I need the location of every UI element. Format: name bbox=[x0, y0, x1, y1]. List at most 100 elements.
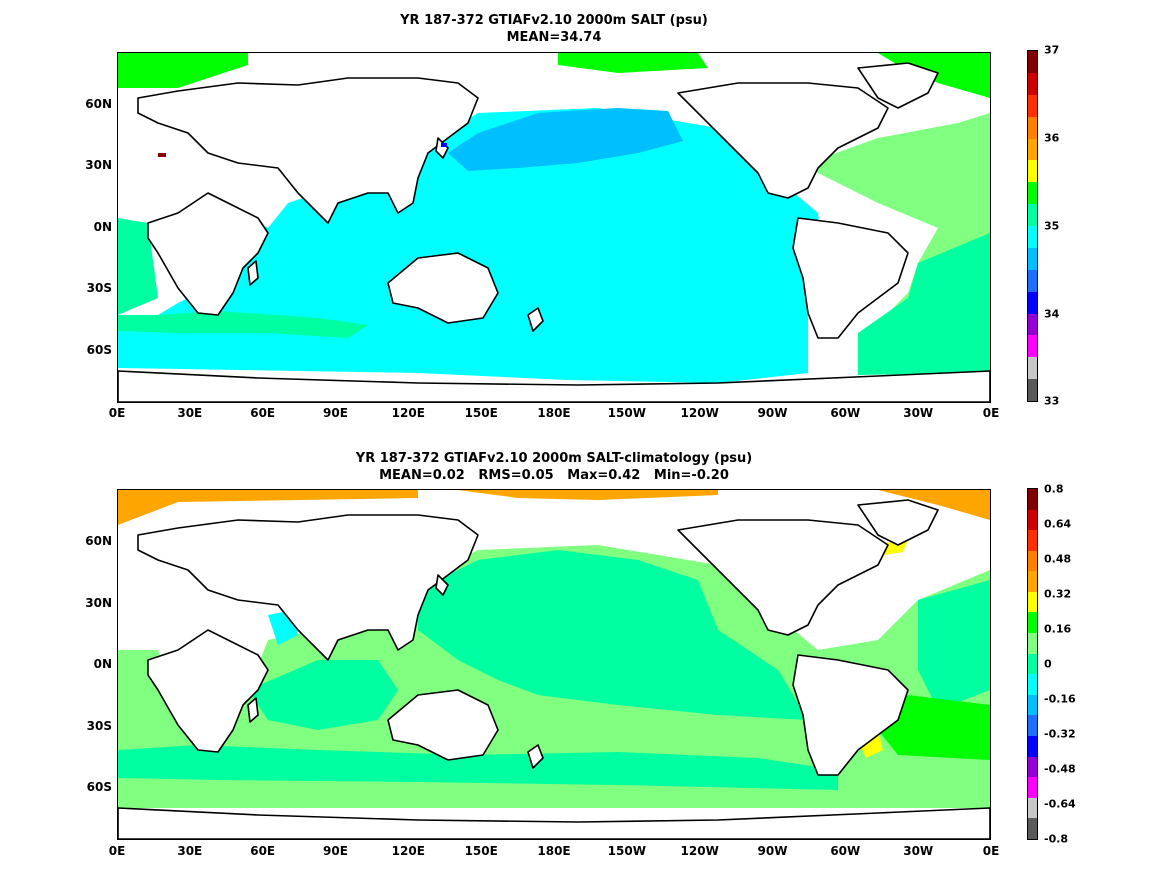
colorbar-segment bbox=[1028, 550, 1037, 572]
south-atlantic-green bbox=[878, 695, 990, 760]
colorbar-label: 0.16 bbox=[1044, 622, 1072, 636]
x-tick: 90E bbox=[323, 844, 348, 858]
y-tick: 0N bbox=[93, 657, 112, 671]
x-tick: 180E bbox=[537, 844, 571, 858]
colorbar-label: -0.16 bbox=[1044, 692, 1076, 706]
colorbar-segment bbox=[1028, 591, 1037, 613]
x-tick: 30W bbox=[903, 844, 934, 858]
japan-sea-low-salinity bbox=[441, 143, 447, 147]
north-america-landmass bbox=[677, 519, 889, 636]
y-tick: 30S bbox=[86, 281, 112, 295]
y-tick: 30N bbox=[85, 158, 112, 172]
x-tick: 150W bbox=[607, 844, 646, 858]
y-tick: 60N bbox=[85, 534, 112, 548]
indo-pacific-ocean bbox=[118, 108, 823, 383]
arctic-strip-right bbox=[558, 53, 708, 73]
new-zealand-island bbox=[527, 307, 544, 332]
mediterranean-high-salinity bbox=[158, 153, 166, 157]
colorbar bbox=[1027, 50, 1038, 402]
colorbar-segment bbox=[1028, 818, 1037, 839]
x-tick: 0E bbox=[108, 844, 126, 858]
colorbar-segment bbox=[1028, 612, 1037, 634]
y-tick: 60S bbox=[86, 343, 112, 357]
colorbar-label: 35 bbox=[1044, 219, 1060, 233]
x-tick: 0E bbox=[108, 406, 126, 420]
colorbar-label: -0.64 bbox=[1044, 797, 1076, 811]
colorbar-segment bbox=[1028, 530, 1037, 551]
y-tick: 30S bbox=[86, 719, 112, 733]
x-tick: 180E bbox=[537, 406, 571, 420]
colorbar-label: 0.64 bbox=[1044, 517, 1072, 531]
x-tick: 120W bbox=[680, 844, 719, 858]
x-tick: 30W bbox=[903, 406, 934, 420]
colorbar-segment bbox=[1028, 226, 1037, 248]
madagascar-island bbox=[247, 697, 259, 723]
x-tick: 90E bbox=[323, 406, 348, 420]
arctic-orange-left bbox=[118, 490, 418, 525]
japan-island bbox=[435, 574, 449, 596]
colorbar-segment bbox=[1028, 488, 1037, 510]
colorbar-label: -0.32 bbox=[1044, 727, 1076, 741]
anomaly-map-svg bbox=[118, 490, 990, 839]
panel-title: YR 187-372 GTIAFv2.10 2000m SALT (psu) ME… bbox=[400, 13, 708, 45]
salinity-map bbox=[117, 52, 991, 403]
arctic-orange-right bbox=[458, 490, 718, 500]
colorbar-segment bbox=[1028, 674, 1037, 695]
colorbar-segment bbox=[1028, 204, 1037, 226]
southern-band-region bbox=[118, 745, 838, 790]
colorbar-segment bbox=[1028, 51, 1037, 73]
south-america-landmass bbox=[792, 217, 909, 339]
greenland-landmass bbox=[857, 499, 939, 546]
antarctica-landmass bbox=[118, 807, 990, 839]
arctic-orange-far bbox=[878, 490, 990, 520]
antarctica-landmass bbox=[118, 370, 990, 402]
colorbar-segment bbox=[1028, 182, 1037, 205]
colorbar-segment bbox=[1028, 94, 1037, 117]
atlantic-south bbox=[858, 233, 990, 375]
colorbar-segment bbox=[1028, 777, 1037, 798]
colorbar-segment bbox=[1028, 335, 1037, 358]
panel-title: YR 187-372 GTIAFv2.10 2000m SALT-climato… bbox=[355, 451, 753, 483]
anomaly-map bbox=[117, 489, 991, 840]
x-tick: 150E bbox=[464, 844, 498, 858]
colorbar-label: 33 bbox=[1044, 394, 1060, 408]
colorbar-segment bbox=[1028, 571, 1037, 592]
colorbar-label: 37 bbox=[1044, 43, 1060, 57]
x-tick: 120E bbox=[391, 406, 425, 420]
eurasia-landmass bbox=[137, 514, 479, 661]
colorbar-segment bbox=[1028, 379, 1037, 401]
colorbar-segment bbox=[1028, 116, 1037, 139]
colorbar-segment bbox=[1028, 269, 1037, 292]
colorbar-segment bbox=[1028, 138, 1037, 161]
africa-landmass bbox=[147, 629, 269, 753]
x-tick: 30E bbox=[177, 844, 203, 858]
colorbar-label: 0 bbox=[1044, 657, 1052, 671]
pacific-mid-region bbox=[418, 550, 808, 720]
x-tick: 60E bbox=[250, 406, 276, 420]
y-tick: 30N bbox=[85, 596, 112, 610]
colorbar-label: -0.8 bbox=[1044, 832, 1069, 846]
north-pacific-region bbox=[448, 108, 683, 171]
colorbar-segment bbox=[1028, 797, 1037, 819]
colorbar-label: 0.48 bbox=[1044, 552, 1072, 566]
southern-ocean-band bbox=[118, 311, 368, 338]
colorbar-segment bbox=[1028, 653, 1037, 675]
colorbar-segment bbox=[1028, 160, 1037, 183]
x-tick: 90W bbox=[757, 844, 788, 858]
x-tick: 30E bbox=[177, 406, 203, 420]
x-tick: 0E bbox=[982, 844, 1000, 858]
colorbar-label: 34 bbox=[1044, 307, 1060, 321]
x-tick: 60W bbox=[830, 844, 861, 858]
colorbar-segment bbox=[1028, 736, 1037, 757]
indian-ocean-region bbox=[248, 660, 398, 730]
south-america-landmass bbox=[792, 654, 909, 776]
colorbar-label: 36 bbox=[1044, 131, 1060, 145]
new-zealand-island bbox=[527, 744, 544, 769]
colorbar-label: 0.8 bbox=[1044, 482, 1064, 496]
colorbar-segment bbox=[1028, 509, 1037, 531]
eurasia-landmass bbox=[137, 77, 479, 224]
colorbar-segment bbox=[1028, 694, 1037, 716]
x-tick: 0E bbox=[982, 406, 1000, 420]
atlantic-mid-region bbox=[918, 580, 990, 710]
north-america-landmass bbox=[677, 82, 889, 199]
